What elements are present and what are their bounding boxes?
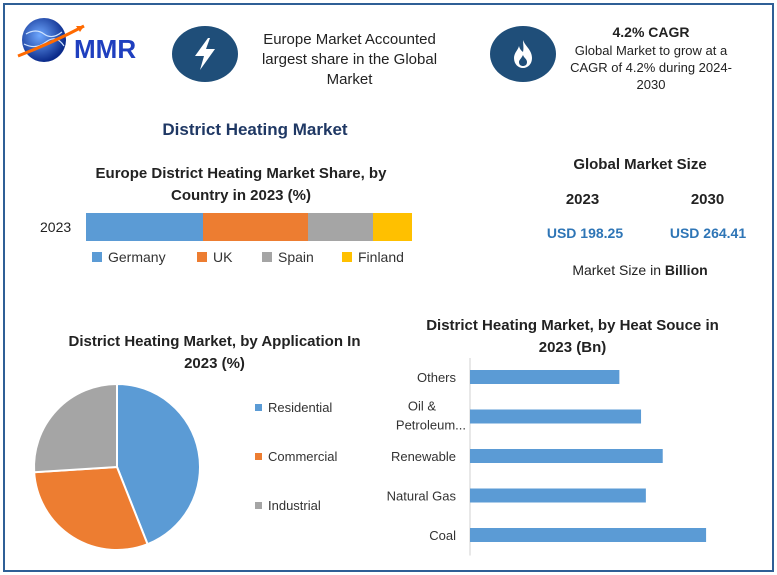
heat-source-bar — [470, 488, 646, 503]
europe-legend: Germany UK Spain Finland — [92, 249, 422, 267]
category-label: Others — [417, 370, 457, 385]
category-label: Coal — [429, 528, 456, 543]
infographic-frame — [3, 3, 774, 572]
heat-source-bar — [470, 370, 620, 384]
europe-legend-item: Germany — [92, 249, 166, 265]
europe-bar-segment-finland — [372, 213, 412, 241]
market-size-unit: Market Size in Billion — [545, 262, 735, 278]
pie-legend-item: Residential — [255, 400, 332, 415]
year-2030-label: 2030 — [690, 191, 725, 208]
pie-legend: Residential Commercial Industrial — [255, 400, 385, 520]
pie-slice-industrial — [33, 382, 118, 474]
global-size-title: Global Market Size — [573, 156, 707, 173]
pie-legend-item: Industrial — [255, 498, 321, 513]
heat-source-bar — [470, 449, 663, 463]
logo-text: MMR — [74, 34, 136, 64]
legend-label: Spain — [278, 249, 314, 265]
value-2023: USD 198.25 — [546, 225, 624, 241]
lightning-bolt-icon — [195, 38, 215, 70]
europe-bar-segment-uk — [203, 213, 308, 241]
legend-swatch — [255, 453, 262, 460]
legend-swatch — [255, 502, 262, 509]
pie-legend-item: Commercial — [255, 449, 337, 464]
europe-legend-item: Spain — [262, 249, 314, 265]
legend-swatch — [197, 252, 207, 262]
cagr-title: 4.2% CAGR — [612, 24, 690, 40]
europe-chart-title: Europe District Heating Market Share, by… — [95, 165, 387, 204]
pie-slice-residential — [116, 382, 201, 546]
legend-swatch — [92, 252, 102, 262]
legend-label: Finland — [358, 249, 404, 265]
category-label: Oil & Petroleum... — [396, 399, 466, 433]
europe-legend-item: Finland — [342, 249, 404, 265]
legend-label: Industrial — [268, 498, 321, 513]
callout-right-icon-circle — [490, 26, 556, 82]
flame-icon — [514, 40, 532, 68]
europe-stacked-bar — [86, 213, 412, 241]
legend-swatch — [262, 252, 272, 262]
value-2030: USD 264.41 — [669, 225, 747, 241]
legend-label: Commercial — [268, 449, 338, 464]
europe-category-label: 2023 — [40, 219, 72, 235]
main-title: District Heating Market — [162, 120, 348, 139]
legend-swatch — [342, 252, 352, 262]
legend-label: UK — [213, 249, 233, 265]
callout-left-text: Europe Market Accounted largest share in… — [261, 31, 438, 88]
cagr-text: Global Market to grow at a CAGR of 4.2% … — [570, 43, 732, 92]
pie-slice-commercial — [33, 465, 149, 551]
legend-label: Germany — [108, 249, 166, 265]
pie-chart-title: District Heating Market, by Application … — [68, 333, 361, 372]
heat-source-bar — [470, 409, 642, 424]
category-label: Natural Gas — [387, 489, 457, 504]
europe-bar-segment-spain — [307, 213, 373, 241]
europe-legend-item: UK — [197, 249, 232, 265]
heat-source-bar — [470, 528, 707, 542]
logo: MMR — [14, 12, 159, 70]
heat-source-chart-title: District Heating Market, by Heat Souce i… — [426, 317, 719, 356]
year-2023-label: 2023 — [565, 191, 600, 208]
callout-left-icon-circle — [172, 26, 238, 82]
category-label: Renewable — [391, 449, 456, 464]
application-pie-chart — [33, 382, 201, 551]
market-size-unit-prefix: Market Size in — [572, 262, 665, 278]
legend-swatch — [255, 404, 262, 411]
heat-source-bar-chart: Others Oil & Petroleum... Renewable Natural … — [387, 358, 707, 556]
globe-icon: MMR — [17, 18, 136, 64]
market-size-unit-bold: Billion — [664, 262, 708, 278]
legend-label: Residential — [268, 400, 333, 415]
europe-bar-segment-germany — [86, 213, 204, 241]
